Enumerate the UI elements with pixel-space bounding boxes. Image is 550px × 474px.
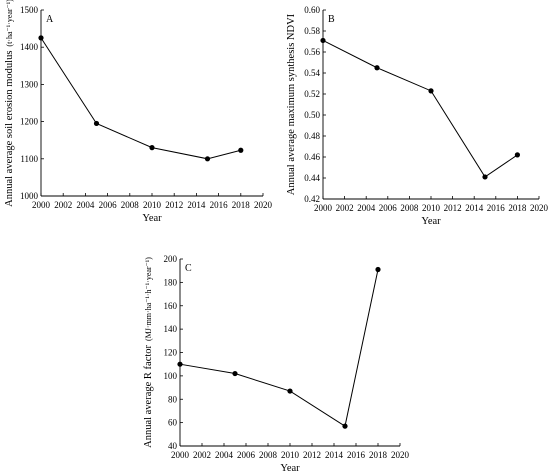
data-point — [177, 361, 183, 367]
x-tick-label: 2010 — [281, 450, 300, 460]
x-axis-title: Year — [280, 463, 300, 474]
data-point — [232, 370, 238, 377]
y-tick-label: 1400 — [20, 42, 39, 52]
x-tick-label: 2006 — [237, 450, 256, 460]
chart-panel-c: 40 60 80 100 120 140 160 180 200 2000 2002 2004 2006… — [143, 254, 410, 474]
y-tick-label: 0.52 — [304, 89, 320, 99]
x-tick-label: 2006 — [379, 203, 398, 213]
y-axis-unit: (MJ·mm·ha⁻¹·h⁻¹·year⁻¹) — [144, 257, 153, 341]
series-line — [40, 37, 241, 160]
data-point — [374, 65, 380, 71]
chart-panel-b: 0.42 0.44 0.46 0.48 0.50 0.52 0.54 0.56 0.58 0.60… — [286, 5, 549, 227]
y-axis-title-text: Annual average soil erosion modulus — [4, 51, 15, 207]
x-tick-label: 2016 — [210, 200, 229, 210]
y-tick-label: 1000 — [20, 191, 39, 201]
y-tick-label: 1100 — [20, 154, 38, 164]
y-tick-label: 140 — [164, 324, 178, 334]
x-tick-label: 2014 — [187, 200, 206, 210]
x-tick-label: 2020 — [254, 200, 273, 210]
data-point — [287, 388, 293, 394]
data-point — [204, 156, 211, 162]
data-point — [149, 145, 155, 151]
y-tick-label: 0.58 — [304, 26, 320, 36]
data-point — [320, 37, 326, 44]
data-point — [375, 266, 381, 273]
x-tick-label: 2018 — [369, 450, 388, 460]
y-tick-label: 100 — [164, 371, 178, 381]
y-tick-label: 160 — [164, 301, 178, 311]
x-tick-label: 2012 — [444, 203, 462, 213]
y-tick-label: 1300 — [20, 79, 39, 89]
y-axis-title: Annual average R factor (MJ·mm·ha⁻¹·h⁻¹·y… — [143, 257, 154, 448]
y-tick-label: 1500 — [20, 5, 39, 15]
panel-label: B — [328, 14, 335, 25]
x-tick-label: 2014 — [465, 203, 484, 213]
x-tick-label: 2000 — [171, 450, 190, 460]
y-tick-label: 80 — [168, 394, 178, 404]
data-point — [482, 174, 488, 180]
data-point — [428, 88, 434, 94]
data-point — [38, 35, 44, 41]
y-tick-label: 1200 — [20, 117, 39, 127]
chart-panel-a: 1000 1100 1200 1300 1400 1500 2000 2002 2004 2006… — [4, 0, 273, 224]
x-tick-label: 2016 — [347, 450, 366, 460]
x-tick-label: 2012 — [303, 450, 321, 460]
x-tick-label: 2016 — [487, 203, 506, 213]
y-axis-title-text: Annual average maximum synthesis NDVI — [286, 13, 297, 195]
x-tick-label: 2018 — [508, 203, 527, 213]
y-tick-label: 200 — [164, 254, 178, 264]
series-line — [322, 40, 518, 178]
x-tick-label: 2020 — [530, 203, 549, 213]
x-tick-label: 2008 — [121, 200, 140, 210]
x-tick-label: 2002 — [336, 203, 354, 213]
data-point — [514, 152, 521, 158]
x-axis-title: Year — [142, 213, 162, 224]
panel-label: C — [185, 263, 192, 274]
y-axis-unit: (t·ha⁻¹·year⁻¹) — [5, 0, 14, 47]
y-tick-label: 0.44 — [304, 173, 320, 183]
y-tick-label: 0.48 — [304, 131, 320, 141]
y-axis-title-text: Annual average R factor — [143, 344, 154, 447]
y-tick-label: 0.42 — [304, 194, 320, 204]
y-tick-label: 0.46 — [304, 152, 320, 162]
x-tick-label: 2002 — [193, 450, 211, 460]
x-tick-label: 2014 — [325, 450, 344, 460]
y-axis-title: Annual average soil erosion modulus (t·ha… — [4, 0, 15, 207]
x-tick-label: 2008 — [400, 203, 419, 213]
y-tick-label: 0.54 — [304, 68, 320, 78]
x-tick-label: 2004 — [76, 200, 95, 210]
x-tick-label: 2004 — [215, 450, 234, 460]
y-tick-label: 60 — [168, 418, 178, 428]
x-tick-label: 2006 — [99, 200, 118, 210]
y-tick-label: 180 — [164, 277, 178, 287]
x-axis-title: Year — [421, 216, 441, 227]
data-point — [238, 147, 244, 153]
x-tick-label: 2010 — [422, 203, 441, 213]
x-tick-label: 2008 — [259, 450, 278, 460]
x-tick-label: 2020 — [391, 450, 410, 460]
y-tick-label: 0.50 — [304, 110, 320, 120]
y-axis-title: Annual average maximum synthesis NDVI — [286, 13, 297, 195]
y-tick-label: 0.60 — [304, 5, 320, 15]
x-tick-label: 2000 — [314, 203, 333, 213]
series-line — [179, 269, 379, 427]
x-tick-label: 2012 — [165, 200, 183, 210]
data-point — [93, 120, 100, 127]
panel-label: A — [46, 14, 54, 25]
y-tick-label: 120 — [164, 348, 178, 358]
x-tick-label: 2004 — [357, 203, 376, 213]
x-tick-label: 2000 — [32, 200, 51, 210]
y-tick-label: 40 — [168, 441, 178, 451]
x-tick-label: 2018 — [232, 200, 251, 210]
data-point — [342, 423, 348, 429]
x-tick-label: 2002 — [54, 200, 72, 210]
x-tick-label: 2010 — [143, 200, 162, 210]
y-tick-label: 0.56 — [304, 47, 320, 57]
